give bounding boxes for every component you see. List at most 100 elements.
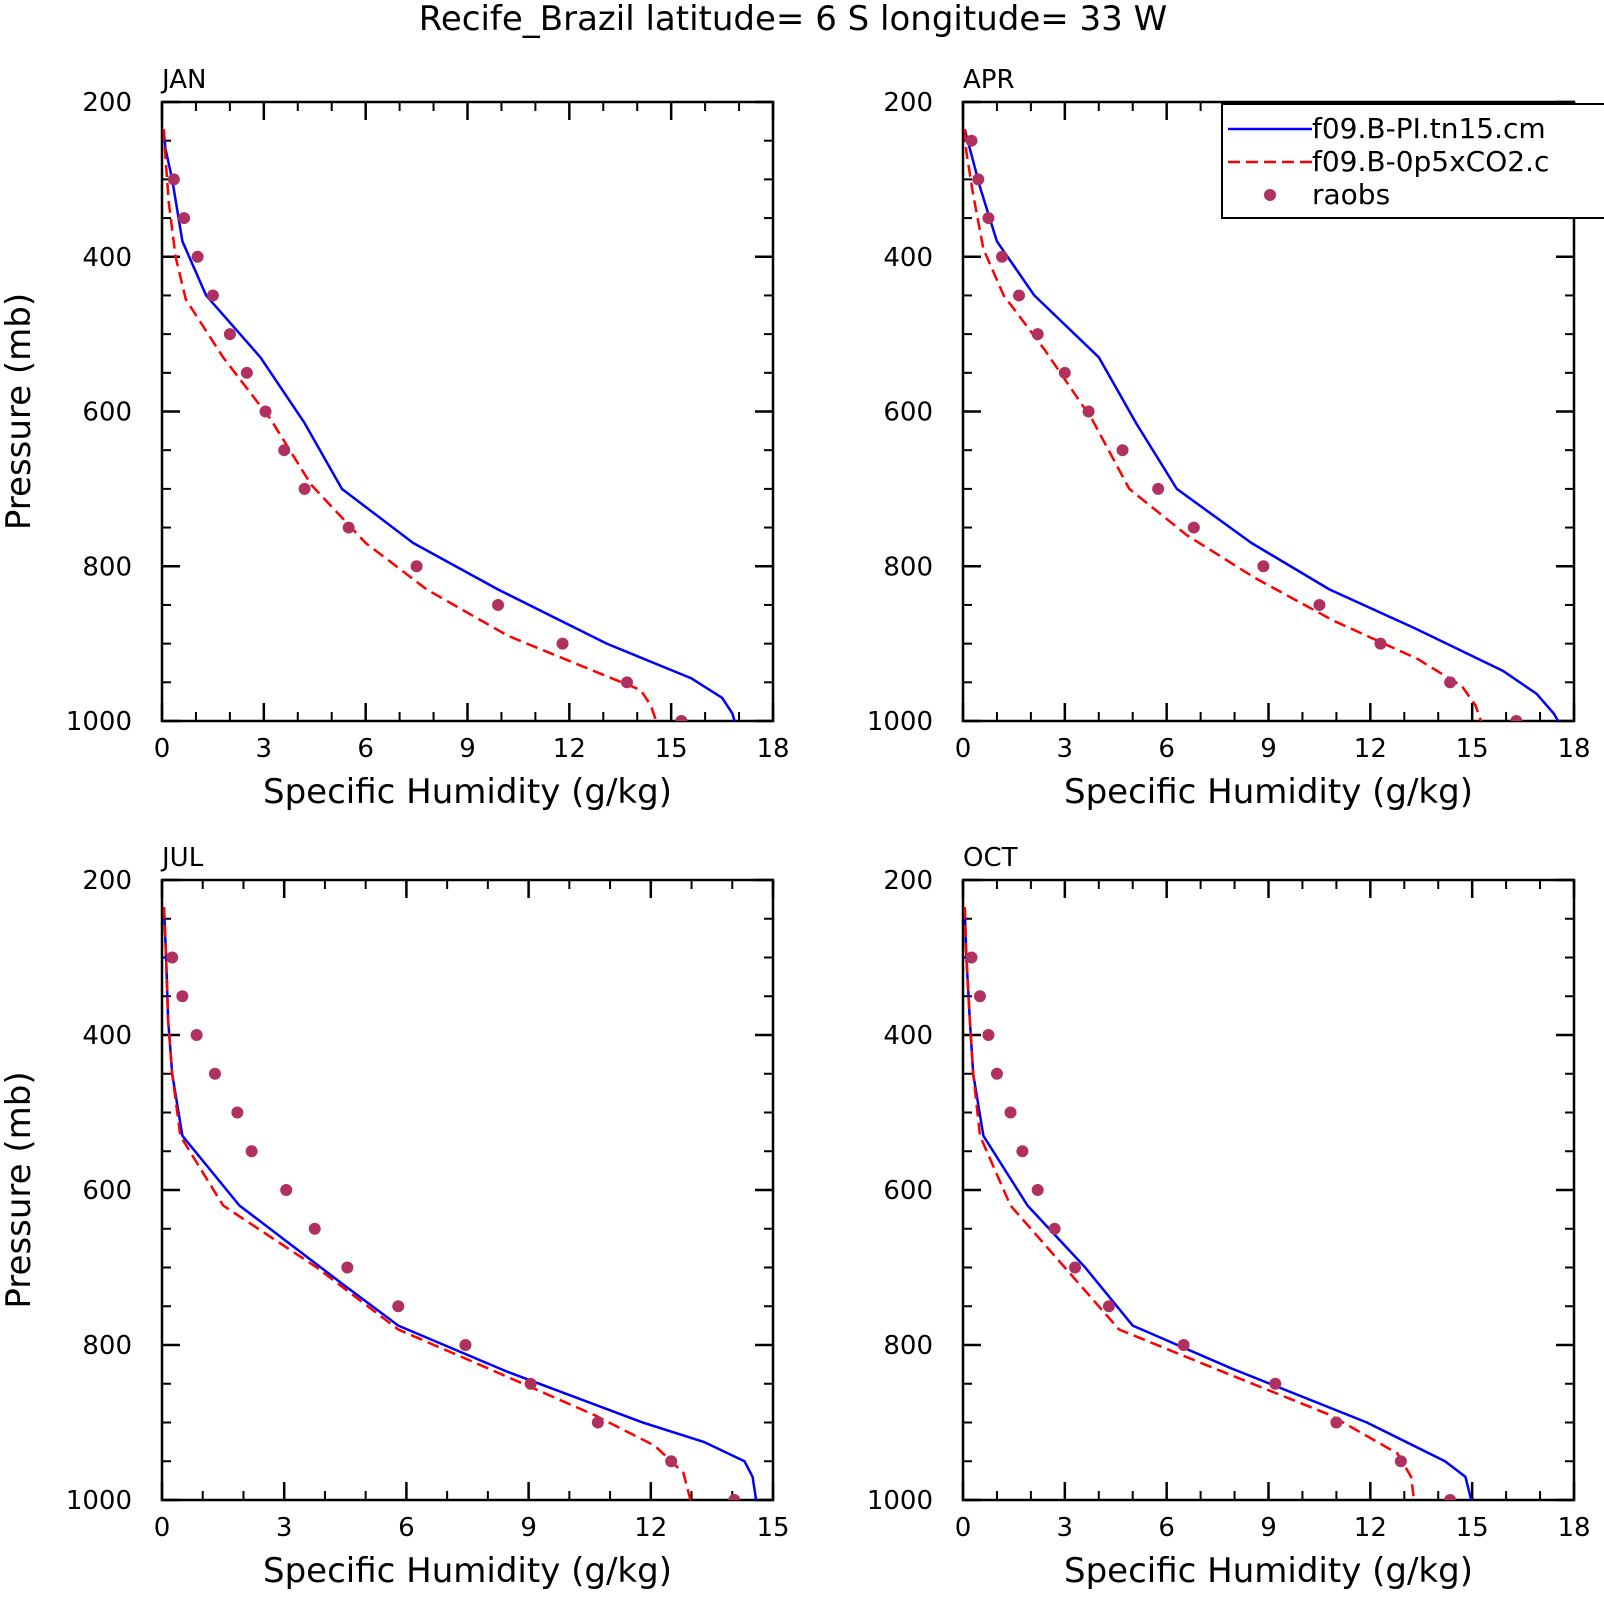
panel-apr-raobs-point: [1058, 366, 1071, 379]
panel-jan-raobs-point: [167, 173, 180, 186]
panel-apr-y-tick-label: 400: [883, 243, 933, 273]
panel-oct-raobs-point: [1177, 1339, 1190, 1351]
panel-oct-raobs-point: [1048, 1222, 1061, 1235]
panel-apr-label: APR: [963, 65, 1015, 95]
panel-jul-x-tick-label: 9: [520, 1513, 537, 1543]
panel-oct-x-axis-label: Specific Humidity (g/kg): [1064, 1551, 1473, 1591]
panel-apr-raobs-point: [965, 134, 978, 147]
panel-jul-raobs-point: [392, 1300, 405, 1313]
panel-jul-raobs-point: [524, 1377, 537, 1390]
panel-jan-raobs-point: [675, 715, 688, 721]
panel-oct-raobs-point: [982, 1029, 995, 1041]
panel-apr-series: [963, 128, 1560, 721]
panel-jan-raobs-point: [556, 637, 569, 650]
panel-jan-raobs-point: [492, 598, 505, 611]
panel-oct-x-tick-label: 15: [1456, 1513, 1489, 1543]
panel-oct-y-tick-label: 400: [883, 1021, 933, 1051]
panel-jul-series-line-pi: [162, 907, 758, 1500]
panel-oct-series-line-pi: [963, 907, 1473, 1500]
panel-oct-x-tick-label: 0: [955, 1513, 972, 1543]
panel-jan-raobs-point: [278, 444, 291, 457]
panel-jan-x-tick-label: 18: [756, 734, 789, 764]
legend-swatch-raobs: [1264, 189, 1276, 201]
panel-apr-raobs-point: [1031, 328, 1044, 341]
panel-oct-raobs-point: [1031, 1184, 1044, 1196]
panel-oct-x-tick-label: 6: [1158, 1513, 1175, 1543]
panel-oct: OCT 0 3 6 9 12 15 18 200 400 600 800 1000 Specific Hu…: [867, 843, 1591, 1591]
panel-jul-x-tick-label: 6: [398, 1513, 415, 1543]
panel-apr: APR 0 3 6 9 12 15 18 200 400 600 800 1000 Specific Hu…: [867, 65, 1591, 812]
panel-apr-x-tick-label: 18: [1557, 734, 1590, 764]
panel-jan-label: JAN: [160, 65, 206, 95]
panel-jan-y-tick-label: 800: [82, 552, 132, 582]
panel-jan-y-tick-label: 400: [82, 243, 132, 273]
panel-apr-raobs-point: [1510, 715, 1523, 721]
panel-apr-raobs-point: [1313, 598, 1326, 611]
panel-jul-y-tick-label: 800: [82, 1331, 132, 1361]
panel-jul-raobs-point: [208, 1067, 221, 1080]
panel-jul-y-axis-label: Pressure (mb): [0, 1071, 39, 1308]
panel-jul-x-tick-label: 3: [276, 1513, 293, 1543]
panel-jan-raobs-point: [410, 560, 423, 573]
panel-jan-frame: [160, 100, 775, 723]
panel-oct-raobs-point: [1004, 1106, 1017, 1119]
panel-jul-raobs-point: [176, 990, 189, 1003]
panel-oct-label: OCT: [963, 843, 1018, 873]
panel-oct-series: [963, 907, 1473, 1500]
panel-jul-raobs-point: [231, 1106, 244, 1119]
panel-oct-y-tick-label: 800: [883, 1331, 933, 1361]
panel-jan-raobs-point: [298, 482, 311, 495]
panel-jul-series: [162, 907, 758, 1500]
panel-jul-y-tick-label: 600: [82, 1176, 132, 1206]
panel-apr-raobs-point: [996, 250, 1009, 263]
panel-apr-y-tick-label: 800: [883, 552, 933, 582]
panel-jul-x-tick-label: 0: [154, 1513, 171, 1543]
panel-oct-raobs-point: [990, 1067, 1003, 1080]
panel-oct-raobs-point: [1444, 1494, 1457, 1500]
panel-apr-raobs-point: [1374, 637, 1387, 650]
panel-apr-series-line-pi: [963, 128, 1560, 721]
panel-jan-x-axis-label: Specific Humidity (g/kg): [263, 772, 672, 812]
panel-oct-raobs-point: [965, 951, 978, 964]
panel-jul-raobs-point: [591, 1416, 604, 1429]
panel-jul-x-tick-label: 15: [756, 1513, 789, 1543]
panel-jan-x-tick-label: 3: [256, 734, 273, 764]
panel-jan-y-tick-label: 600: [82, 398, 132, 428]
panel-apr-raobs-point: [1187, 521, 1200, 534]
panel-apr-y-tick-label: 200: [883, 88, 933, 118]
panel-jan-raobs-point: [259, 405, 272, 418]
panel-jul-raobs-point: [308, 1222, 321, 1235]
panel-jul-y-tick-label: 400: [82, 1021, 132, 1051]
panel-jan-series-line-co2: [162, 129, 658, 721]
panel-jul-y-tick-label: 200: [82, 866, 132, 896]
panel-apr-x-tick-label: 9: [1260, 734, 1277, 764]
panel-jul: JUL 0 3 6 9 12 15 200 400 600 800 1000 Specific Humi…: [0, 843, 790, 1591]
panel-jan-raobs-point: [621, 676, 634, 689]
panel-oct-raobs-point: [973, 990, 986, 1003]
panel-jan-x-tick-label: 0: [154, 734, 171, 764]
panel-oct-x-tick-label: 3: [1057, 1513, 1074, 1543]
panel-apr-y-tick-label: 1000: [867, 707, 933, 737]
panel-oct-x-tick-label: 18: [1557, 1513, 1590, 1543]
panel-jan-x-tick-label: 12: [553, 734, 586, 764]
panel-jul-raobs-point: [459, 1339, 472, 1351]
panel-jul-frame: [160, 878, 775, 1502]
panel-apr-raobs-point: [1152, 482, 1165, 495]
panel-jan-y-tick-label: 1000: [66, 707, 132, 737]
panel-jul-raobs-point: [245, 1145, 258, 1158]
legend-entry-label: f09.B-0p5xCO2.c: [1312, 145, 1549, 178]
panel-jul-label: JUL: [160, 843, 204, 873]
panel-oct-x-tick-label: 9: [1260, 1513, 1277, 1543]
panel-oct-y-tick-label: 1000: [867, 1486, 933, 1516]
panel-oct-series-line-co2: [963, 907, 1416, 1500]
panel-jul-raobs-point: [190, 1029, 203, 1041]
panel-apr-raobs-point: [982, 212, 995, 225]
legend-entry-label: f09.B-PI.tn15.cm: [1312, 112, 1546, 145]
panel-apr-x-tick-label: 15: [1456, 734, 1489, 764]
panel-jan-raobs-point: [240, 366, 253, 379]
panel-jan-series-line-pi: [162, 128, 736, 721]
panel-oct-raobs-point: [1016, 1145, 1029, 1158]
panel-apr-x-tick-label: 3: [1057, 734, 1074, 764]
